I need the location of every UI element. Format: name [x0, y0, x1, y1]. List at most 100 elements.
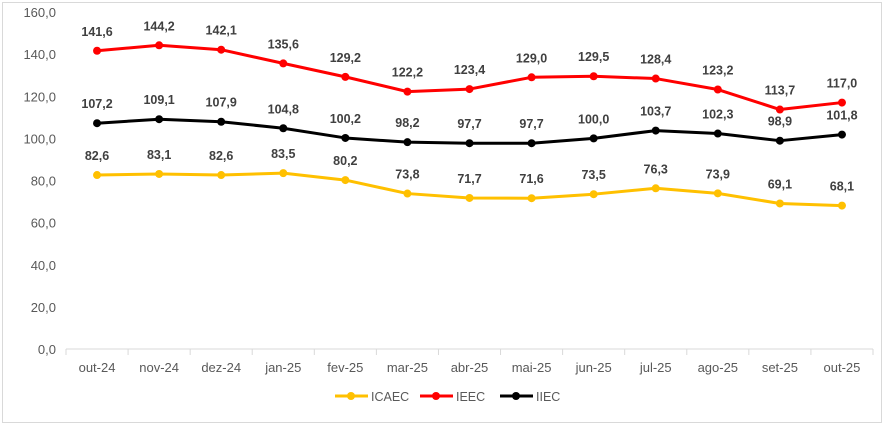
data-point [775, 105, 784, 114]
data-point [341, 176, 350, 185]
x-tick-label: out-25 [824, 360, 861, 375]
data-label: 83,1 [147, 148, 171, 162]
data-point [403, 87, 412, 96]
data-label: 107,9 [206, 96, 237, 110]
data-label: 144,2 [143, 19, 174, 33]
data-label: 82,6 [85, 149, 109, 163]
legend-label: IIEC [536, 390, 560, 404]
x-tick-label: fev-25 [327, 360, 363, 375]
data-label: 101,8 [826, 109, 857, 123]
data-point [775, 136, 784, 145]
y-tick-label: 40,0 [31, 258, 56, 273]
data-point [651, 126, 660, 135]
x-tick-label: nov-24 [139, 360, 179, 375]
data-point [217, 117, 226, 126]
data-point [651, 74, 660, 83]
legend-marker [432, 392, 440, 400]
data-point [279, 59, 288, 68]
data-point [279, 124, 288, 133]
y-tick-label: 80,0 [31, 174, 56, 189]
y-tick-label: 120,0 [23, 89, 56, 104]
x-tick-label: jan-25 [264, 360, 301, 375]
data-label: 69,1 [768, 177, 792, 191]
data-label: 122,2 [392, 66, 423, 80]
y-tick-label: 20,0 [31, 300, 56, 315]
data-point [465, 139, 474, 148]
data-point [403, 138, 412, 147]
x-tick-label: abr-25 [451, 360, 489, 375]
data-point [589, 190, 598, 199]
data-point [651, 184, 660, 193]
y-tick-label: 160,0 [23, 5, 56, 20]
data-label: 103,7 [640, 105, 671, 119]
data-point [527, 73, 536, 82]
data-label: 73,5 [581, 168, 605, 182]
data-point [837, 98, 846, 107]
data-label: 100,0 [578, 112, 609, 126]
x-tick-label: dez-24 [201, 360, 241, 375]
legend-marker [512, 392, 520, 400]
data-label: 83,5 [271, 147, 295, 161]
data-label: 129,2 [330, 51, 361, 65]
data-point [775, 199, 784, 208]
data-point [465, 85, 474, 94]
x-tick-label: mar-25 [387, 360, 428, 375]
x-tick-label: jul-25 [639, 360, 672, 375]
data-label: 73,8 [395, 168, 419, 182]
data-point [217, 45, 226, 54]
data-label: 97,7 [519, 117, 543, 131]
data-label: 68,1 [830, 180, 854, 194]
x-tick-label: out-24 [79, 360, 116, 375]
data-label: 97,7 [457, 117, 481, 131]
x-tick-label: mai-25 [512, 360, 552, 375]
legend-label: ICAEC [371, 390, 409, 404]
data-point [341, 133, 350, 142]
data-label: 107,2 [81, 97, 112, 111]
data-label: 71,6 [519, 172, 543, 186]
data-point [589, 72, 598, 81]
data-point [155, 115, 164, 124]
data-label: 98,2 [395, 116, 419, 130]
data-point [527, 194, 536, 203]
data-label: 71,7 [457, 172, 481, 186]
data-label: 123,4 [454, 63, 485, 77]
data-label: 128,4 [640, 53, 671, 67]
data-point [279, 169, 288, 178]
data-point [465, 193, 474, 202]
data-label: 129,5 [578, 50, 609, 64]
data-label: 141,6 [81, 25, 112, 39]
data-point [713, 189, 722, 198]
data-point [155, 41, 164, 50]
data-point [713, 85, 722, 94]
data-point [837, 130, 846, 139]
data-point [341, 72, 350, 81]
x-tick-label: ago-25 [698, 360, 738, 375]
data-label: 129,0 [516, 51, 547, 65]
data-point [403, 189, 412, 198]
data-label: 104,8 [268, 102, 299, 116]
data-point [589, 134, 598, 143]
data-point [155, 169, 164, 178]
data-label: 135,6 [268, 37, 299, 51]
y-tick-label: 140,0 [23, 47, 56, 62]
data-label: 113,7 [765, 84, 796, 98]
data-label: 117,0 [827, 77, 858, 91]
data-label: 82,6 [209, 149, 233, 163]
x-tick-label: set-25 [762, 360, 798, 375]
y-tick-label: 100,0 [23, 131, 56, 146]
data-point [93, 119, 102, 128]
data-point [837, 201, 846, 210]
data-label: 80,2 [333, 154, 357, 168]
data-point [527, 139, 536, 148]
data-label: 102,3 [702, 108, 733, 122]
data-label: 73,9 [706, 167, 730, 181]
y-tick-label: 0,0 [38, 342, 56, 357]
data-label: 109,1 [143, 93, 174, 107]
data-label: 123,2 [702, 64, 733, 78]
data-label: 100,2 [330, 112, 361, 126]
data-point [93, 46, 102, 55]
data-point [217, 171, 226, 180]
data-label: 98,9 [768, 115, 792, 129]
data-point [713, 129, 722, 138]
